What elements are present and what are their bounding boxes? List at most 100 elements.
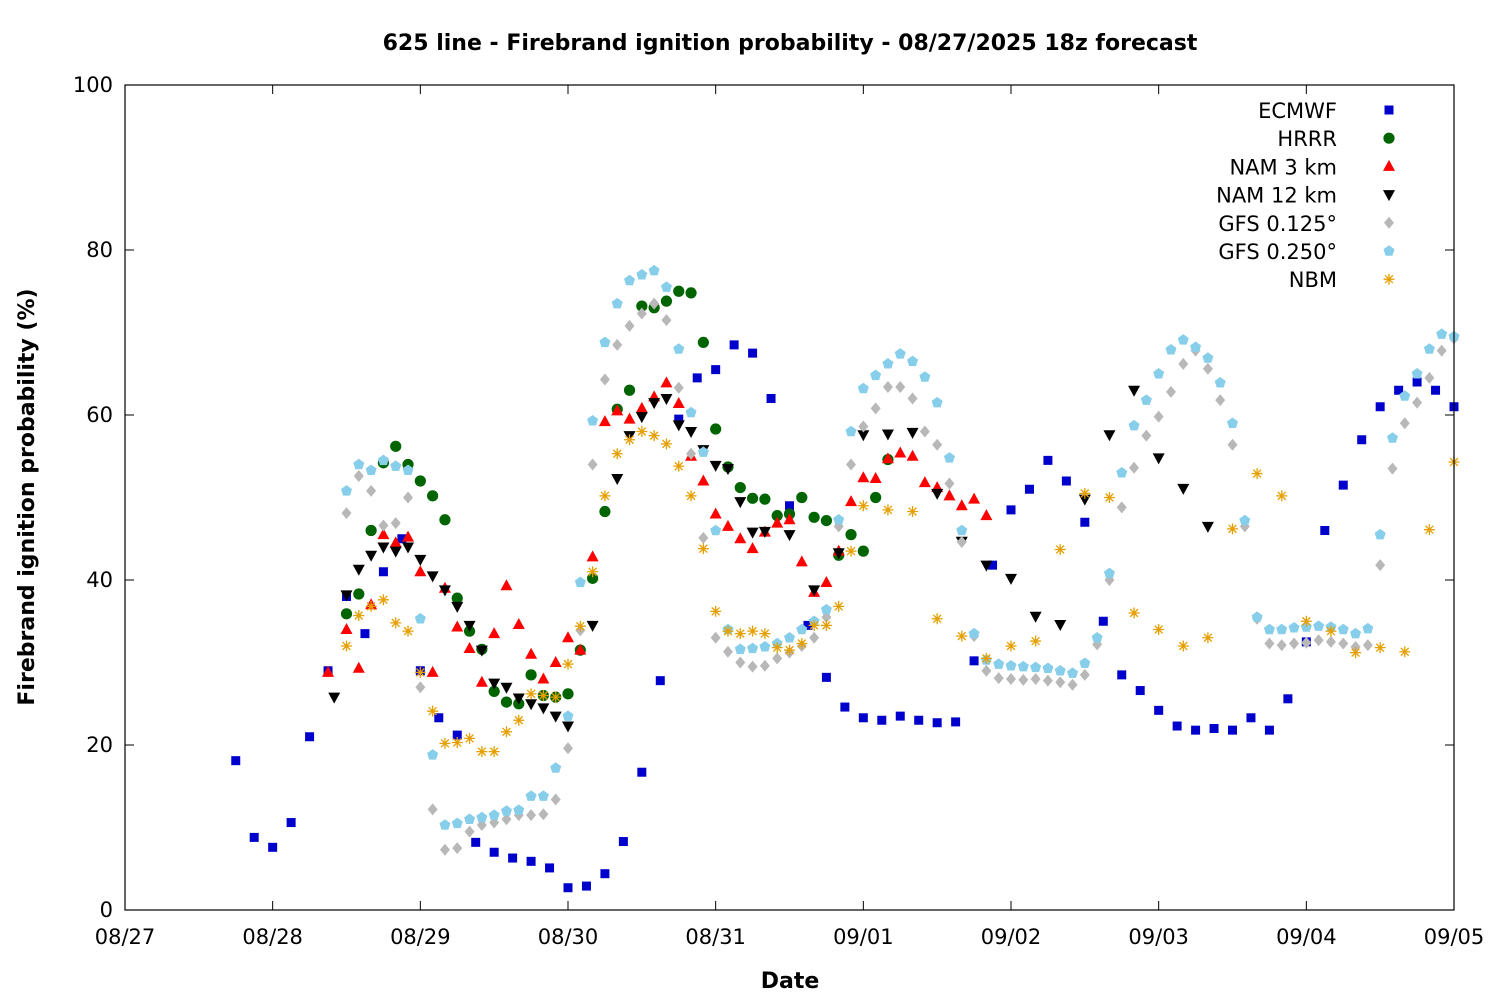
data-point (857, 545, 869, 557)
data-point (1412, 377, 1422, 387)
data-point (981, 664, 992, 677)
data-point (537, 790, 549, 801)
data-point (231, 756, 241, 766)
data-point (722, 625, 734, 637)
data-point (969, 656, 979, 666)
data-point (353, 609, 365, 621)
data-point (1055, 676, 1066, 689)
data-point (649, 297, 660, 310)
data-point (840, 702, 850, 712)
data-point (415, 681, 426, 694)
legend-label: HRRR (1277, 127, 1337, 151)
data-point (365, 550, 378, 562)
legend-label: NBM (1289, 268, 1337, 292)
data-point (766, 394, 776, 403)
data-point (711, 365, 721, 375)
data-point (1338, 480, 1348, 490)
data-point (722, 645, 733, 658)
data-point (1226, 417, 1239, 428)
data-point (820, 603, 832, 615)
legend-label: NAM 3 km (1229, 155, 1337, 179)
data-point (439, 514, 451, 526)
data-point (759, 628, 771, 640)
data-point (1116, 466, 1128, 478)
data-point (636, 268, 648, 280)
data-point (968, 627, 980, 639)
data-point (1067, 678, 1078, 691)
data-point (414, 554, 427, 566)
data-point (377, 594, 389, 606)
data-point (525, 647, 538, 659)
data-point (340, 590, 353, 602)
data-point (1152, 453, 1165, 465)
data-point (747, 625, 759, 637)
data-point (1006, 673, 1016, 685)
data-point (427, 705, 439, 717)
data-point (895, 711, 905, 721)
data-point (537, 690, 549, 701)
data-point (389, 546, 402, 558)
data-point (796, 623, 808, 635)
data-point (1399, 417, 1410, 430)
data-point (549, 711, 562, 723)
data-point (660, 295, 673, 307)
data-point (377, 542, 390, 554)
legend-label: GFS 0.250° (1218, 240, 1337, 264)
data-point (907, 355, 919, 367)
data-point (636, 426, 648, 437)
data-point (673, 460, 685, 472)
data-point (734, 482, 746, 494)
data-point (809, 631, 820, 644)
data-point (845, 529, 857, 541)
data-point (538, 808, 549, 821)
data-point (870, 402, 881, 415)
data-point (1029, 611, 1042, 623)
data-point (846, 458, 857, 471)
data-point (1079, 487, 1091, 499)
data-point (895, 380, 906, 393)
data-point (845, 545, 857, 557)
data-point (563, 883, 573, 893)
data-point (322, 665, 335, 677)
data-point (759, 641, 771, 652)
data-point (783, 513, 796, 525)
data-point (758, 526, 771, 538)
data-point (1263, 623, 1275, 635)
data-point (1154, 705, 1164, 715)
data-point (512, 618, 525, 630)
data-point (1375, 402, 1385, 412)
data-point (525, 699, 538, 711)
data-point (1129, 461, 1140, 474)
data-point (1337, 623, 1349, 635)
data-point (1191, 725, 1201, 735)
data-point (1178, 357, 1189, 370)
data-point (1140, 394, 1152, 405)
data-point (1276, 623, 1288, 635)
data-point (1251, 468, 1263, 480)
data-point (660, 281, 672, 292)
data-point (655, 676, 665, 686)
data-point (796, 491, 808, 504)
data-point (674, 414, 684, 424)
data-point (944, 477, 955, 490)
data-point (624, 274, 636, 286)
data-point (698, 531, 709, 544)
legend-marker (1384, 216, 1394, 229)
data-point (1043, 455, 1053, 465)
y-axis-label: Firebrand ignition probability (%) (15, 288, 40, 705)
legend-marker (1384, 105, 1394, 115)
data-point (1024, 484, 1034, 494)
data-point (796, 638, 808, 650)
data-point (365, 524, 377, 537)
data-point (710, 631, 721, 644)
data-point (1091, 631, 1103, 643)
data-point (508, 853, 518, 863)
data-point (574, 643, 587, 655)
data-point (734, 643, 746, 654)
data-point (907, 392, 918, 405)
data-point (820, 515, 833, 527)
data-point (500, 579, 513, 591)
data-point (845, 495, 858, 507)
data-point (1103, 567, 1115, 579)
